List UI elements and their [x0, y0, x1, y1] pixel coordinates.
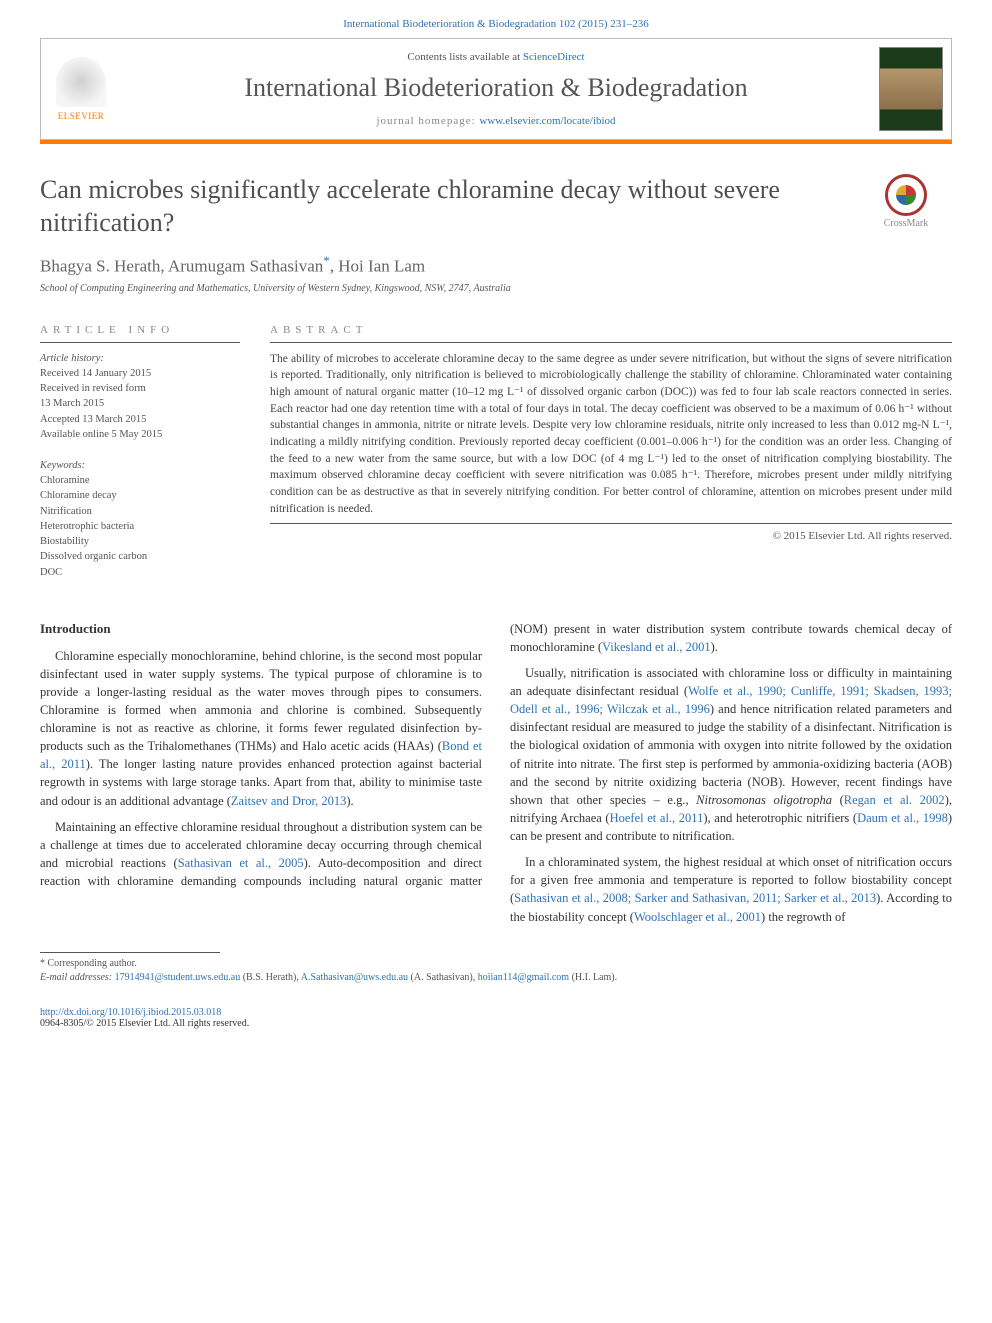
keyword: Dissolved organic carbon: [40, 549, 240, 564]
corresponding-label: * Corresponding author.: [40, 957, 952, 971]
copyright: © 2015 Elsevier Ltd. All rights reserved…: [270, 530, 952, 542]
body-paragraph: Usually, nitrification is associated wit…: [510, 664, 952, 845]
email-name: (A. Sathasivan),: [408, 972, 478, 983]
article-header: CrossMark Can microbes significantly acc…: [0, 144, 992, 304]
doi-block: http://dx.doi.org/10.1016/j.ibiod.2015.0…: [0, 1005, 992, 1053]
affiliation: School of Computing Engineering and Math…: [40, 283, 952, 294]
authors-part1: Bhagya S. Herath, Arumugam Sathasivan: [40, 257, 323, 276]
revised-line2: 13 March 2015: [40, 396, 240, 411]
doi-link[interactable]: http://dx.doi.org/10.1016/j.ibiod.2015.0…: [40, 1007, 221, 1018]
reference-link[interactable]: Sathasivan et al., 2008; Sarker and Sath…: [514, 891, 876, 905]
journal-title: International Biodeterioration & Biodegr…: [131, 73, 861, 103]
keyword: Biostability: [40, 534, 240, 549]
homepage-prefix: journal homepage:: [376, 115, 479, 127]
email-line: E-mail addresses: 17914941@student.uws.e…: [40, 971, 952, 985]
reference-link[interactable]: Regan et al. 2002: [844, 793, 945, 807]
issn-line: 0964-8305/© 2015 Elsevier Ltd. All right…: [40, 1018, 952, 1029]
citation-line: International Biodeterioration & Biodegr…: [0, 0, 992, 38]
homepage-link[interactable]: www.elsevier.com/locate/ibiod: [479, 115, 615, 127]
species-name: Nitrosomonas oligotropha: [696, 793, 832, 807]
reference-link[interactable]: Hoefel et al., 2011: [610, 811, 704, 825]
reference-link[interactable]: Daum et al., 1998: [857, 811, 948, 825]
keyword: Nitrification: [40, 504, 240, 519]
online-date: Available online 5 May 2015: [40, 427, 240, 442]
reference-link[interactable]: Vikesland et al., 2001: [602, 640, 711, 654]
crossmark-label: CrossMark: [864, 218, 948, 229]
cover-image-icon: [879, 47, 943, 131]
body-text: ), and heterotrophic nitrifiers (: [703, 811, 857, 825]
emails-label: E-mail addresses:: [40, 972, 112, 983]
corresponding-footer: * Corresponding author. E-mail addresses…: [0, 946, 992, 1005]
sciencedirect-link[interactable]: ScienceDirect: [523, 51, 585, 63]
crossmark-icon: [885, 174, 927, 216]
body-text: ).: [346, 794, 353, 808]
publisher-logo: ELSEVIER: [41, 39, 121, 139]
header-center: Contents lists available at ScienceDirec…: [121, 39, 871, 139]
article-info-heading: article info: [40, 324, 240, 343]
body-text: ) and hence nitrification related parame…: [510, 702, 952, 807]
email-link[interactable]: 17914941@student.uws.edu.au: [115, 972, 241, 983]
article-info-col: article info Article history: Received 1…: [40, 324, 240, 580]
revised-line1: Received in revised form: [40, 381, 240, 396]
accepted-date: Accepted 13 March 2015: [40, 412, 240, 427]
author-list: Bhagya S. Herath, Arumugam Sathasivan*, …: [40, 253, 952, 277]
publisher-name: ELSEVIER: [58, 111, 105, 121]
reference-link[interactable]: Sathasivan et al., 2005: [178, 856, 304, 870]
abstract-heading: abstract: [270, 324, 952, 343]
abstract-rule: [270, 523, 952, 524]
keyword: Chloramine: [40, 473, 240, 488]
body-text: ) the regrowth of: [761, 910, 845, 924]
email-name: (H.I. Lam).: [569, 972, 617, 983]
body-text: (: [832, 793, 844, 807]
reference-link[interactable]: Zaitsev and Dror, 2013: [231, 794, 346, 808]
body-paragraph: Chloramine especially monochloramine, be…: [40, 647, 482, 810]
contents-prefix: Contents lists available at: [407, 51, 522, 63]
history-label: Article history:: [40, 351, 240, 366]
keyword: Heterotrophic bacteria: [40, 519, 240, 534]
introduction-heading: Introduction: [40, 620, 482, 639]
contents-available: Contents lists available at ScienceDirec…: [131, 51, 861, 63]
article-history: Article history: Received 14 January 201…: [40, 351, 240, 442]
email-link[interactable]: A.Sathasivan@uws.edu.au: [301, 972, 408, 983]
keyword: Chloramine decay: [40, 488, 240, 503]
article-title: Can microbes significantly accelerate ch…: [40, 174, 952, 239]
abstract-text: The ability of microbes to accelerate ch…: [270, 351, 952, 518]
crossmark-badge[interactable]: CrossMark: [864, 174, 948, 229]
keyword: DOC: [40, 565, 240, 580]
keywords-label: Keywords:: [40, 458, 240, 473]
abstract-col: abstract The ability of microbes to acce…: [270, 324, 952, 580]
received-date: Received 14 January 2015: [40, 366, 240, 381]
authors-part2: , Hoi Ian Lam: [330, 257, 425, 276]
body-text: ).: [711, 640, 718, 654]
footer-rule: [40, 952, 220, 953]
body-paragraph: In a chloraminated system, the highest r…: [510, 853, 952, 926]
email-name: (B.S. Herath),: [240, 972, 301, 983]
body-text: Chloramine especially monochloramine, be…: [40, 649, 482, 754]
journal-header: ELSEVIER Contents lists available at Sci…: [40, 38, 952, 140]
keywords-block: Keywords: Chloramine Chloramine decay Ni…: [40, 458, 240, 580]
journal-cover: [871, 39, 951, 139]
body-columns: Introduction Chloramine especially monoc…: [0, 610, 992, 946]
journal-homepage: journal homepage: www.elsevier.com/locat…: [131, 115, 861, 127]
reference-link[interactable]: Woolschlager et al., 2001: [634, 910, 761, 924]
elsevier-tree-icon: [56, 57, 106, 107]
info-abstract-row: article info Article history: Received 1…: [0, 304, 992, 610]
email-link[interactable]: hoiian114@gmail.com: [478, 972, 569, 983]
